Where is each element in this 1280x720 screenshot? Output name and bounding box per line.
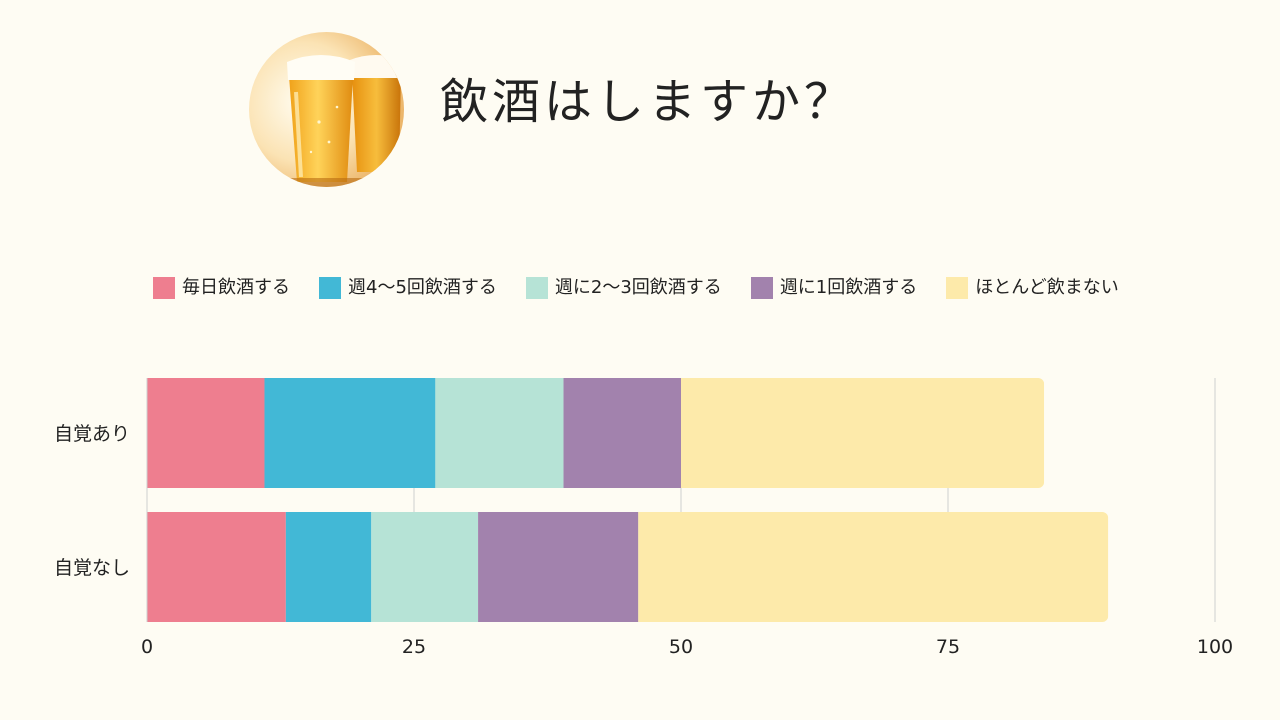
bar-segment [681,378,1045,488]
x-tick-label: 25 [402,636,426,658]
legend-swatch [319,277,341,299]
bar-group [147,378,1045,488]
bar-segment [147,378,265,488]
bar-group [147,512,1109,622]
bar-segment-edge [147,512,155,622]
bar-segment [371,512,479,622]
bar-segment [435,378,564,488]
legend-item: 週に1回飲酒する [750,276,918,300]
legend-item: 週に2〜3回飲酒する [525,276,722,300]
legend-item: 毎日飲酒する [153,276,290,300]
x-tick-label: 100 [1197,636,1233,658]
bar-segment-edge [147,378,155,488]
chart-legend: 毎日飲酒する 週4〜5回飲酒する 週に2〜3回飲酒する 週に1回飲酒する ほとんど飲まな… [153,274,1119,302]
bar-segment [638,512,1109,622]
x-tick-label: 0 [141,636,153,658]
legend-swatch [750,277,773,299]
legend-swatch [946,277,969,299]
legend-label: 毎日飲酒する [182,277,290,298]
bar-segment [147,512,286,622]
legend-label: 週4〜5回飲酒する [348,277,497,298]
legend-swatch [525,277,548,299]
legend-label: ほとんど飲まない [975,277,1119,298]
legend-swatch [153,277,175,299]
legend-item: ほとんど飲まない [946,276,1119,300]
bar-segment [264,378,436,488]
bar-segment [563,378,681,488]
page-title: 飲酒はしますか？ [440,74,857,130]
bar-segment [285,512,372,622]
x-tick-label: 50 [669,636,693,658]
beer-glasses-photo [249,32,404,187]
legend-label: 週に1回飲酒する [779,277,918,298]
category-label: 自覚なし [54,557,130,579]
bar-segment [478,512,639,622]
legend-item: 週4〜5回飲酒する [319,276,497,300]
x-tick-label: 75 [936,636,960,658]
legend-label: 週に2〜3回飲酒する [554,277,722,298]
category-label: 自覚あり [54,423,130,445]
